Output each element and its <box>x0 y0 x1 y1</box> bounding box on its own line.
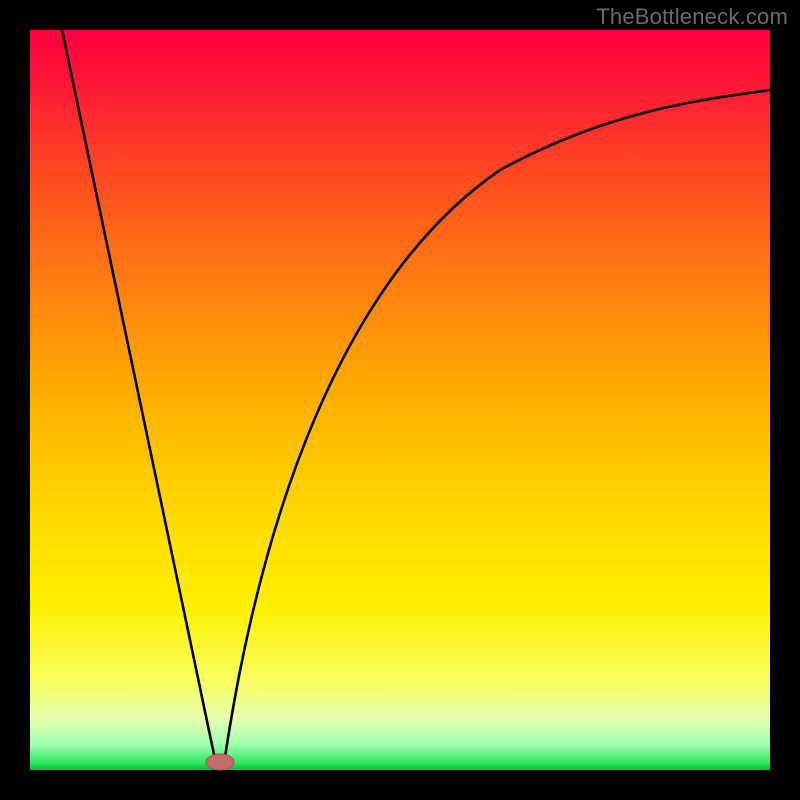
chart-stage: TheBottleneck.com <box>0 0 800 800</box>
plot-background-gradient <box>30 30 770 770</box>
chart-svg <box>0 0 800 800</box>
minimum-marker <box>206 754 234 770</box>
watermark-text: TheBottleneck.com <box>596 4 788 30</box>
